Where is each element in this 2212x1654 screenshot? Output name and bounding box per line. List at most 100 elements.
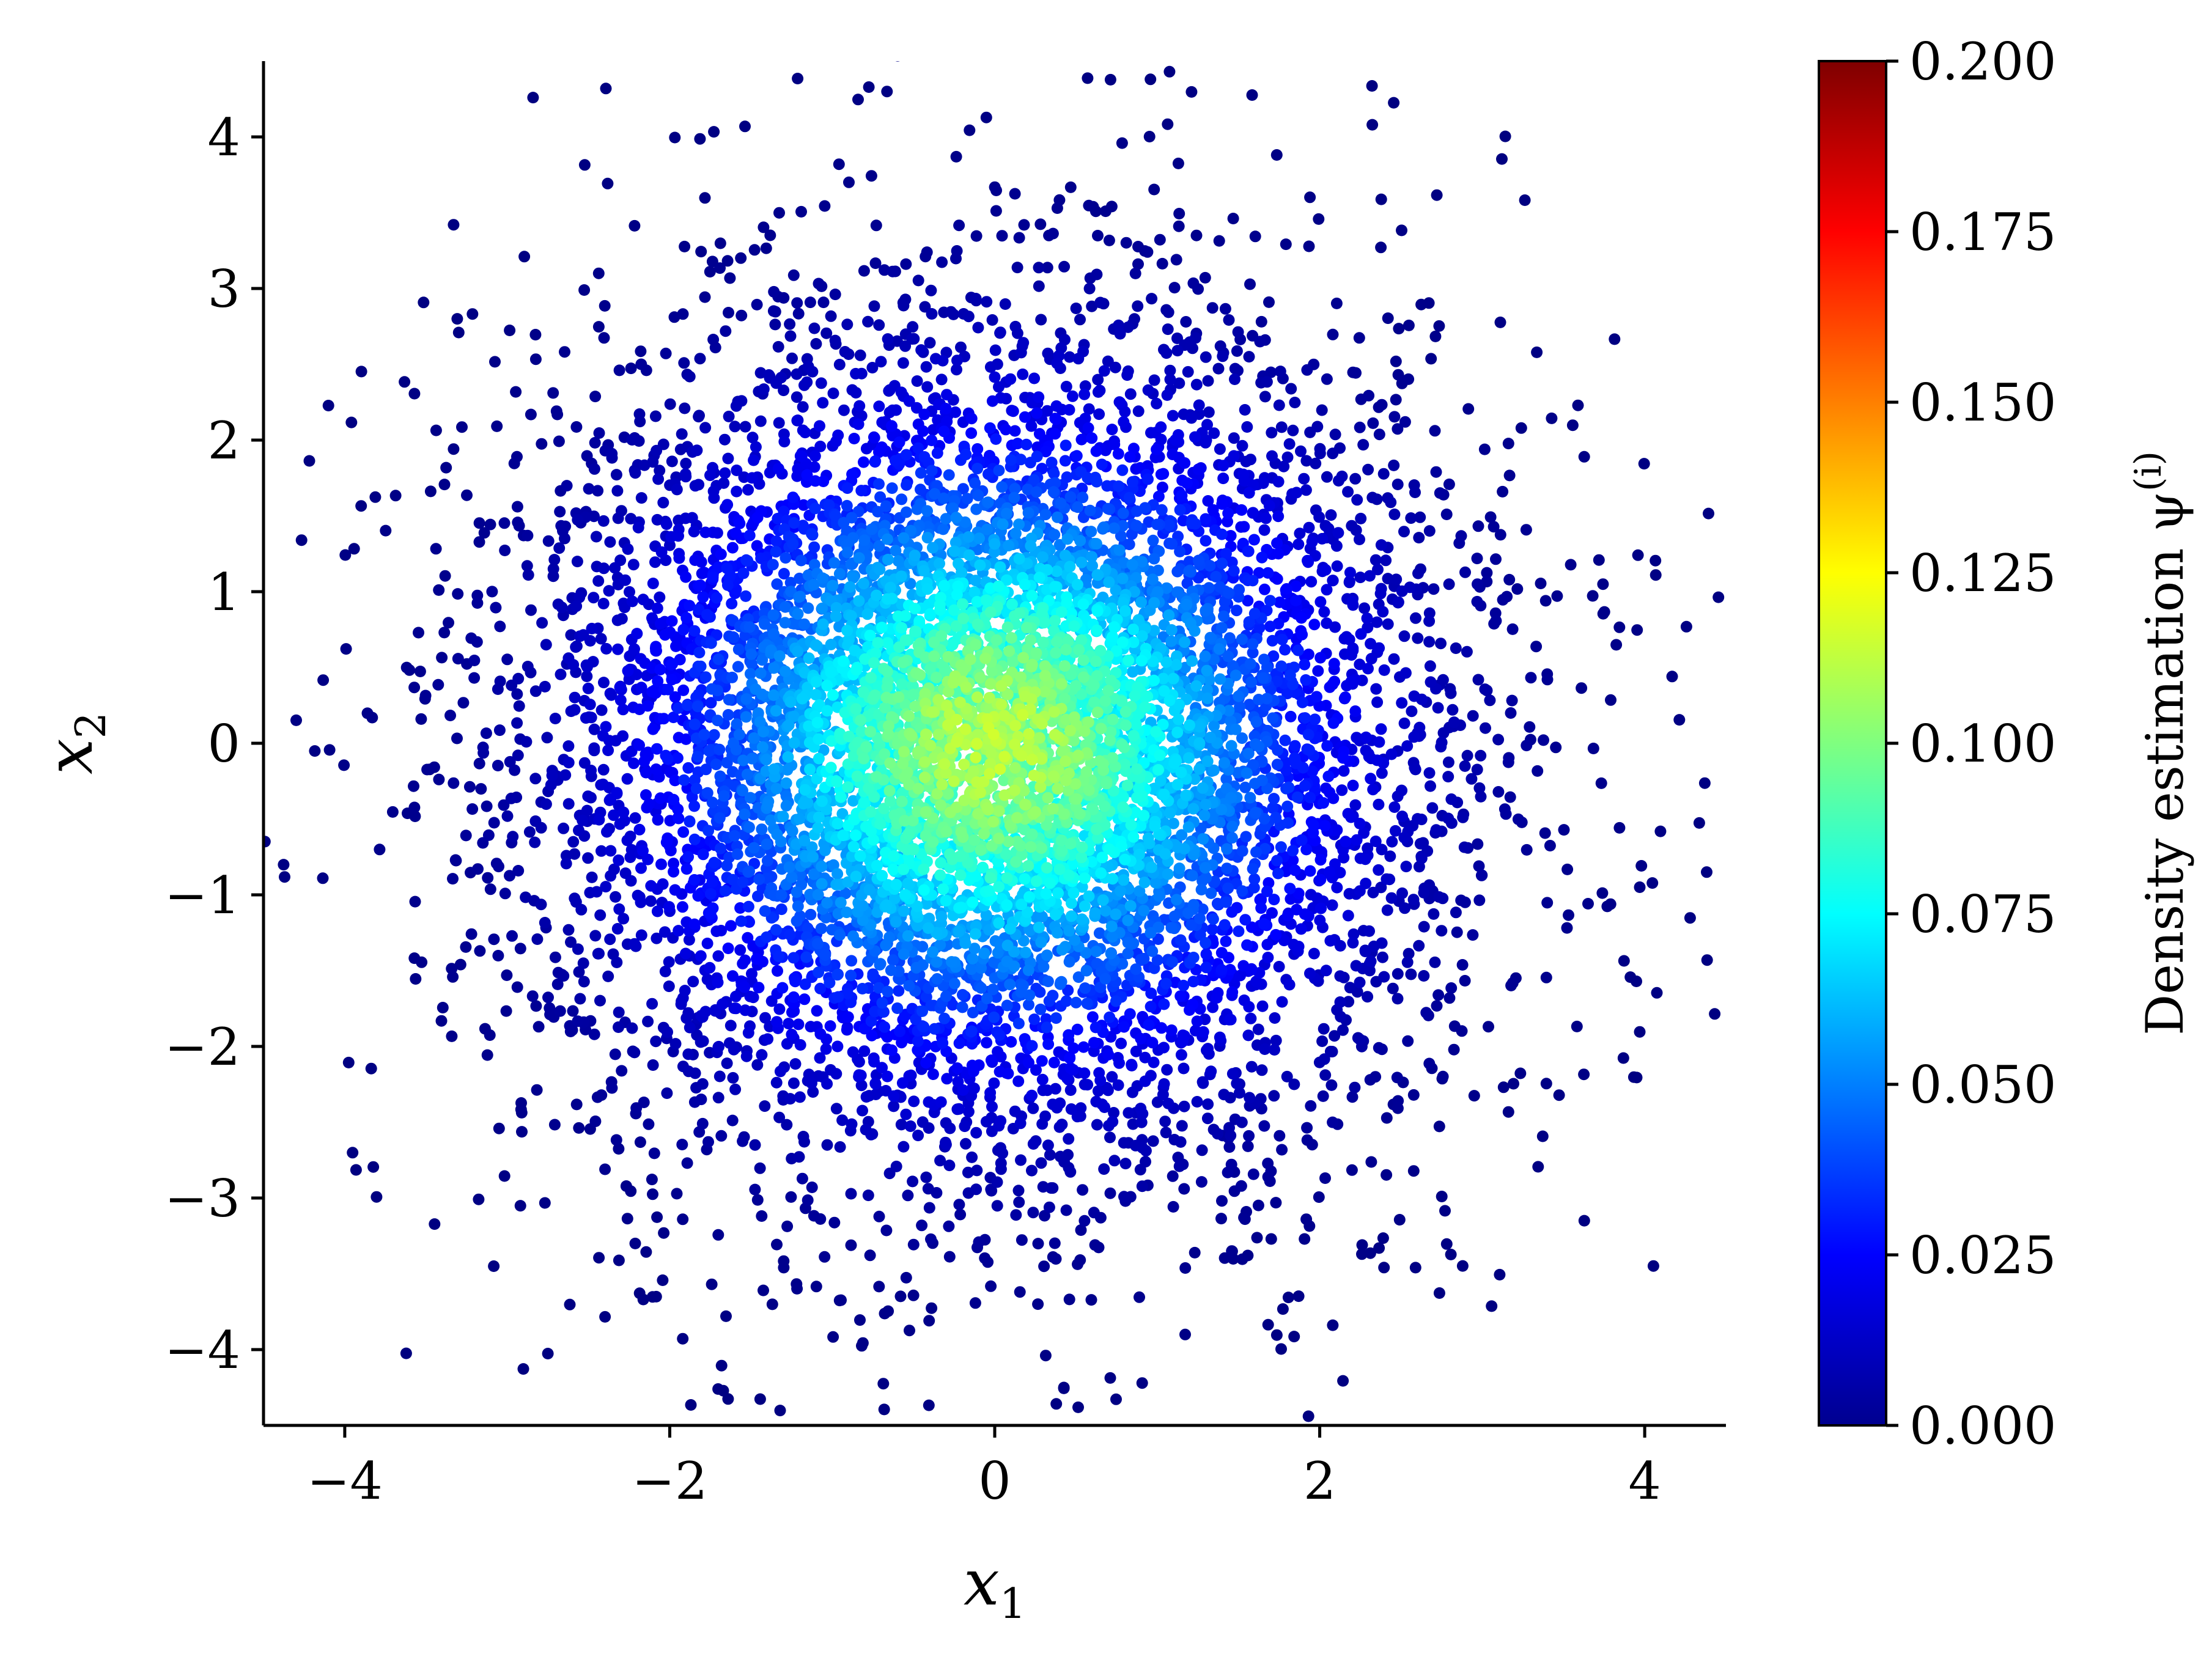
data-point (365, 1062, 377, 1075)
data-point (1423, 1057, 1436, 1070)
data-point (950, 150, 962, 163)
data-point (815, 922, 827, 935)
data-point (1183, 556, 1195, 568)
data-point (1357, 439, 1370, 451)
data-point (1237, 468, 1250, 480)
data-point (1075, 466, 1087, 478)
data-point (530, 1000, 542, 1012)
data-point (582, 682, 594, 694)
data-point (1571, 1020, 1583, 1032)
data-point (1064, 1166, 1077, 1178)
data-point (1290, 580, 1302, 592)
data-point (1319, 1069, 1332, 1081)
data-point (1028, 372, 1041, 384)
data-point (875, 356, 887, 368)
data-point (642, 746, 654, 759)
data-point (1038, 1260, 1050, 1273)
data-point (1362, 663, 1374, 675)
data-point (460, 941, 472, 953)
data-point (1378, 1262, 1390, 1274)
data-point (1346, 1091, 1359, 1103)
data-point (1275, 421, 1288, 433)
data-point (715, 1359, 728, 1372)
data-point (1104, 1131, 1116, 1144)
data-point (1244, 1092, 1256, 1104)
data-point (556, 601, 568, 614)
data-point (1569, 49, 1580, 61)
data-point (488, 1260, 500, 1272)
data-point (448, 219, 460, 231)
data-point (1342, 910, 1354, 922)
data-point (618, 806, 630, 818)
data-point (1253, 622, 1266, 634)
data-point (1524, 721, 1536, 733)
data-point (1066, 390, 1078, 402)
data-point (600, 721, 612, 733)
data-point (962, 1166, 974, 1178)
data-point (1225, 1130, 1237, 1142)
data-point (1254, 336, 1266, 348)
data-point (834, 929, 846, 941)
data-point (1136, 1180, 1148, 1193)
data-point (1170, 254, 1182, 266)
data-point (1256, 1064, 1268, 1076)
data-point (1309, 713, 1321, 726)
data-point (507, 831, 519, 843)
data-point (1333, 475, 1344, 487)
data-point (355, 500, 367, 512)
data-point (482, 872, 494, 884)
data-point (943, 1251, 956, 1263)
data-point (1326, 899, 1338, 911)
data-point (1437, 674, 1449, 686)
data-point (1247, 638, 1259, 650)
data-point (593, 814, 605, 826)
data-point (633, 823, 646, 836)
data-point (832, 429, 844, 441)
data-point (1289, 740, 1301, 752)
data-point (1224, 964, 1236, 976)
data-point (839, 346, 851, 358)
data-point (1412, 567, 1424, 579)
data-point (1415, 298, 1428, 311)
data-point (1243, 1001, 1255, 1013)
data-point (600, 642, 613, 655)
data-point (965, 413, 978, 425)
data-point (522, 569, 534, 581)
data-point (940, 403, 952, 414)
data-point (662, 753, 674, 765)
data-point (1098, 365, 1110, 377)
data-point (529, 329, 542, 340)
data-point (585, 711, 597, 724)
data-point (912, 442, 924, 454)
data-point (410, 973, 422, 985)
data-point (1350, 524, 1362, 536)
data-point (454, 958, 466, 971)
data-point (1014, 1117, 1027, 1130)
data-point (951, 1062, 964, 1074)
data-point (1052, 511, 1063, 523)
data-point (1347, 779, 1359, 792)
data-point (1173, 1160, 1185, 1172)
data-point (1561, 863, 1574, 875)
data-point (1350, 367, 1362, 379)
data-point (597, 763, 610, 776)
data-point (1525, 672, 1537, 684)
data-point (693, 411, 705, 423)
data-point (1412, 813, 1424, 825)
data-point (748, 244, 761, 256)
data-point (808, 541, 820, 553)
data-point (996, 481, 1008, 493)
data-point (857, 1337, 869, 1349)
data-point (1206, 302, 1218, 314)
data-point (929, 488, 941, 500)
data-point (1189, 431, 1201, 443)
data-point (739, 981, 751, 993)
data-point (1617, 1052, 1629, 1064)
data-point (1179, 457, 1191, 469)
data-point (988, 956, 1000, 968)
data-point (901, 479, 913, 491)
data-point (1221, 862, 1233, 875)
data-point (1319, 564, 1332, 576)
data-point (1000, 424, 1012, 436)
data-point (1093, 408, 1105, 421)
